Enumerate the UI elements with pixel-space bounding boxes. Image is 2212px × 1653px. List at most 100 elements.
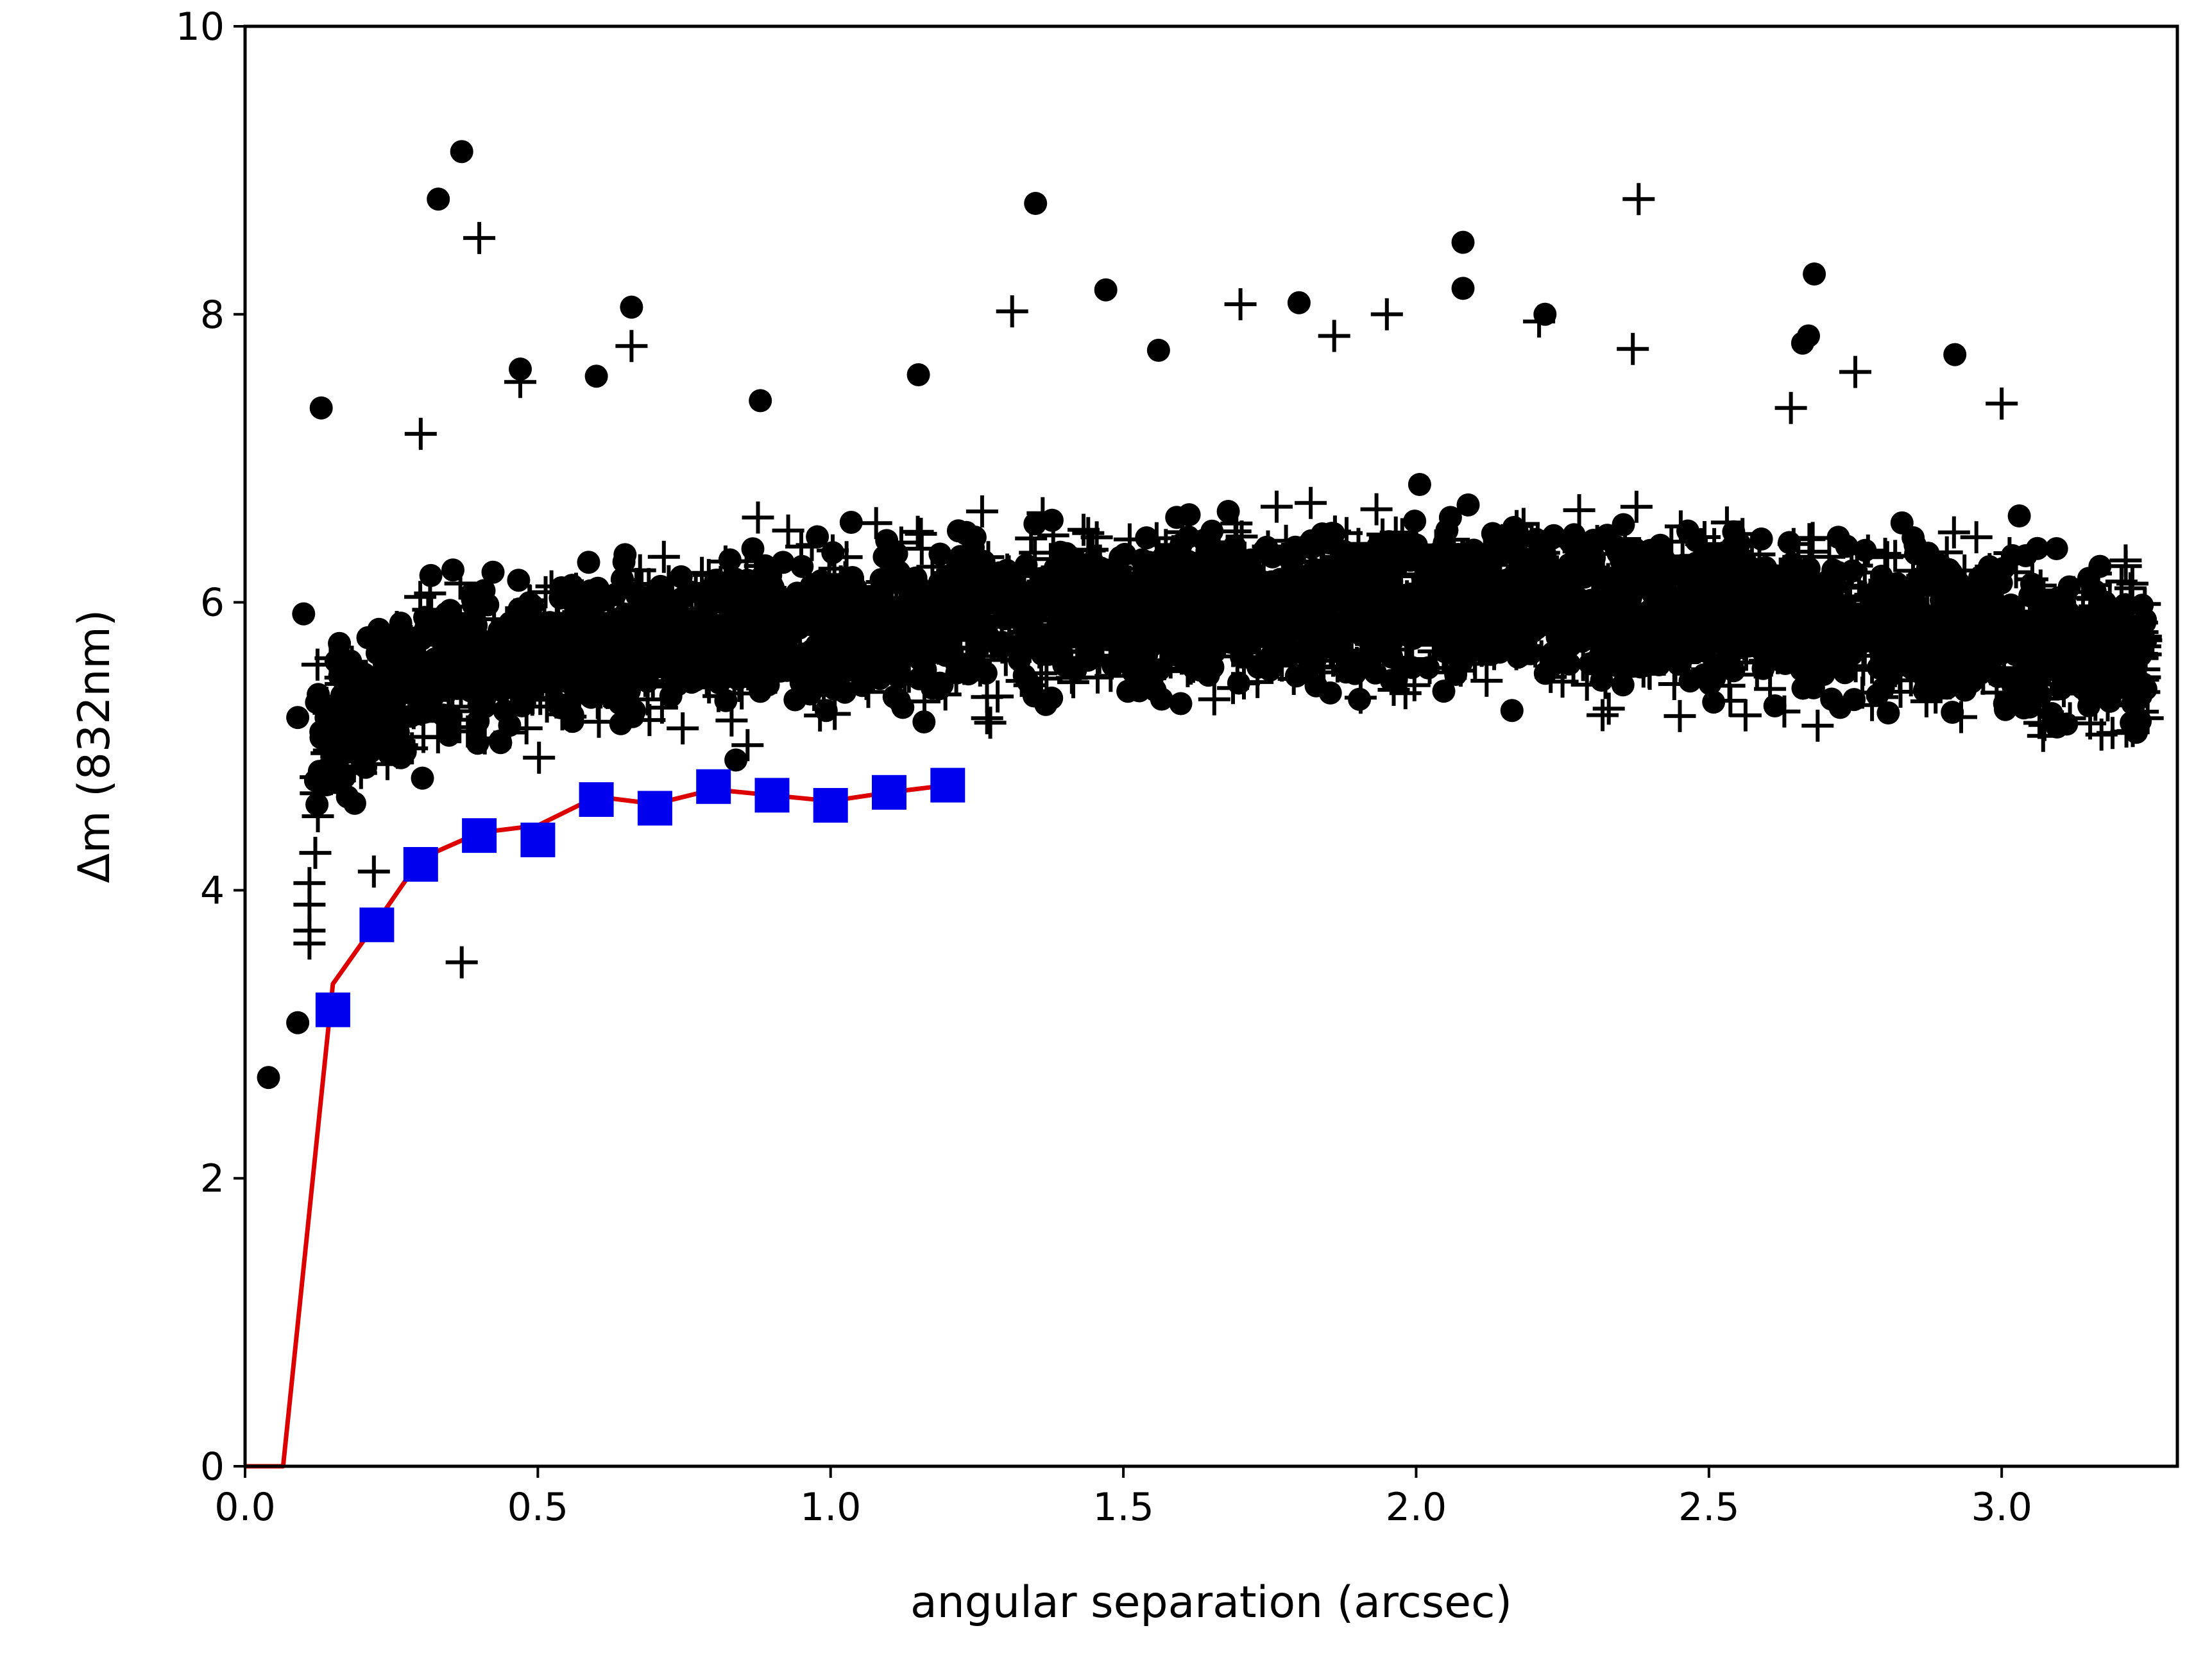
data-point-plus [1696,604,1729,637]
data-point-plus [1660,604,1693,636]
data-point-plus [2046,654,2079,686]
data-point-plus [1383,533,1416,565]
data-point-plus [1005,665,1038,698]
data-point-plus [652,670,685,703]
data-point-plus [508,653,540,686]
data-point-plus [1420,529,1452,561]
data-point-dot [343,791,366,815]
data-point-dot [955,520,978,544]
data-point-plus [1768,695,1801,728]
data-point-plus [2079,557,2112,590]
data-point-plus [1485,576,1517,609]
data-point-dot [1994,698,2017,721]
y-tick-label: 6 [200,581,225,626]
data-point-plus [1390,626,1422,659]
data-point-dot [2007,504,2031,527]
data-point-plus [404,418,437,450]
x-axis-label: angular separation (arcsec) [910,1577,1512,1628]
data-point-plus [1119,572,1152,605]
data-point-plus [1806,631,1839,664]
data-point-plus [1123,631,1156,664]
data-point-plus [1642,640,1674,672]
data-point-plus [1672,626,1705,658]
data-point-plus [384,658,417,690]
data-point-plus [2014,608,2047,641]
data-point-plus [2079,590,2111,622]
data-point-plus [523,741,556,774]
data-point-plus [1049,569,1082,601]
data-point-plus [1589,565,1622,598]
data-point-plus [2027,580,2060,613]
data-point-plus [1449,647,1481,680]
data-point-plus [2027,719,2059,752]
data-point-plus [357,696,389,729]
data-point-plus [652,565,685,597]
data-point-plus [1689,521,1721,553]
data-point-plus [500,625,533,658]
data-point-dot [1493,531,1517,554]
data-point-plus [857,658,889,691]
data-point-dot [790,554,814,578]
data-point-plus [1542,617,1575,649]
data-point-plus [2076,583,2109,615]
data-point-plus [1685,574,1717,606]
data-point-dot [1728,531,1751,555]
data-point-plus [2064,609,2097,642]
data-point-plus [1875,611,1907,644]
data-point-plus [611,613,644,646]
data-point-plus [1993,537,2026,569]
data-point-plus [1146,636,1178,668]
data-point-plus [1360,493,1393,526]
data-point-plus [798,679,831,711]
data-point-plus [1277,554,1309,587]
data-point-plus [973,600,1005,633]
data-point-plus [1911,561,1944,594]
data-point-plus [1310,560,1342,593]
data-point-plus [337,740,370,773]
data-point-dot [2014,544,2038,567]
data-point-plus [380,686,413,719]
data-point-plus [1270,524,1302,557]
data-point-plus [1726,518,1759,551]
data-point-plus [418,639,450,672]
data-point-plus [1445,566,1477,599]
y-tick-label: 0 [200,1444,225,1489]
data-point-plus [1049,628,1082,660]
data-point-plus [1841,549,1873,582]
data-point-plus [1654,561,1687,594]
data-point-plus [1507,508,1540,540]
data-point-plus [1164,621,1196,654]
data-point-dot [577,551,600,574]
data-point-plus [1743,538,1776,570]
data-point-dot [1150,687,1173,711]
data-point-dot [307,683,330,707]
data-point-square [359,907,395,943]
data-point-plus [405,673,438,705]
data-point-plus [299,837,332,869]
data-point-plus [397,697,430,730]
data-point-plus [874,538,907,571]
data-point-plus [387,624,420,657]
data-point-plus [2054,702,2086,735]
data-point-plus [1029,590,1062,623]
data-point-plus [1589,667,1622,699]
data-point-plus [1079,544,1112,577]
data-point-plus [1282,598,1314,631]
data-point-plus [1582,578,1615,611]
data-point-plus [1792,558,1824,591]
data-point-plus [1015,522,1048,555]
data-point-plus [1622,183,1655,216]
data-point-plus [1447,540,1480,573]
data-point-plus [996,295,1028,328]
data-point-plus [1306,613,1339,646]
data-point-plus [905,533,938,565]
data-point-plus [1004,621,1037,653]
data-point-dot [906,363,930,386]
data-point-plus [1327,606,1359,638]
data-point-plus [1620,490,1653,523]
data-point-plus [1277,621,1309,653]
data-point-plus [1547,624,1580,656]
data-point-dot [1165,506,1189,529]
data-point-dot [572,595,596,619]
data-point-plus [1754,672,1787,705]
